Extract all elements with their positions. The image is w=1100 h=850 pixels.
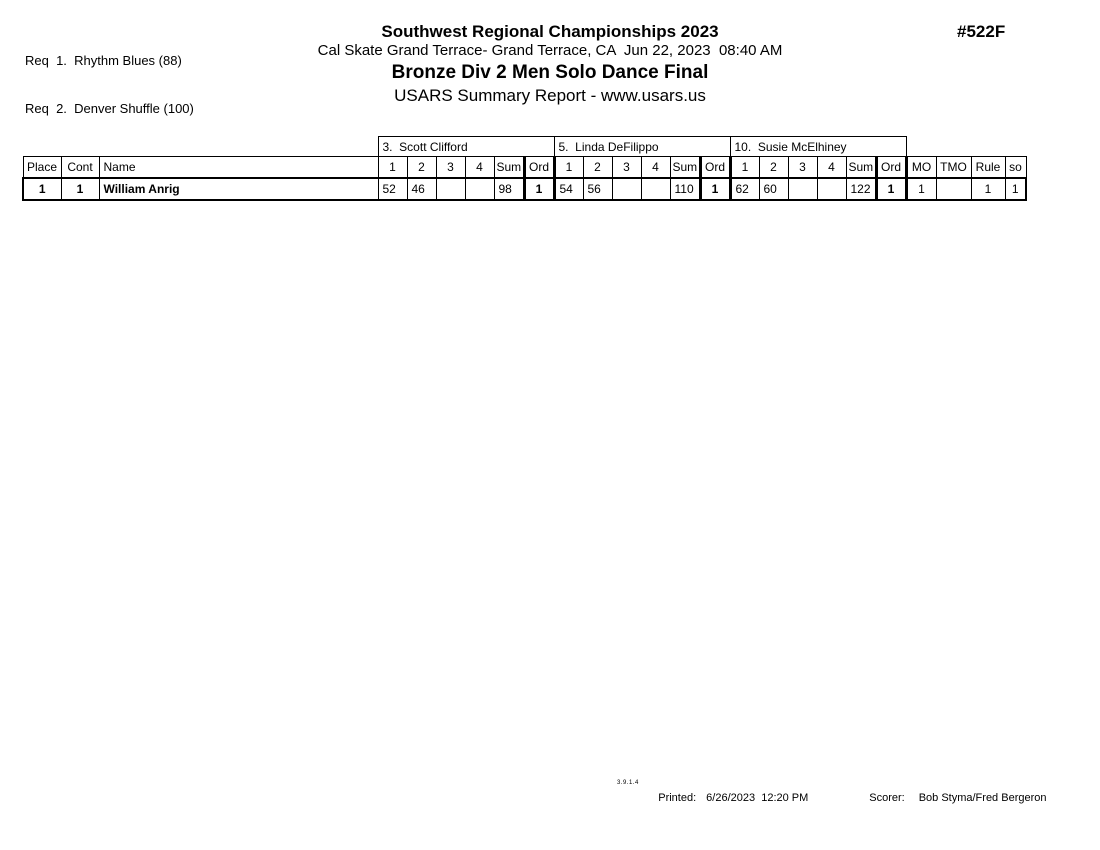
j2-col-trial2: 2 <box>582 156 613 179</box>
table-row: 1 1 William Anrig 52 46 98 1 54 56 110 1… <box>22 177 1027 201</box>
row-j2-trial2: 56 <box>582 177 613 201</box>
j2-col-sum: Sum <box>669 156 701 179</box>
row-j3-trial1: 62 <box>729 177 760 201</box>
j3-col-trial1: 1 <box>729 156 760 179</box>
row-j2-trial4 <box>640 177 671 201</box>
row-rule: 1 <box>970 177 1006 201</box>
row-j2-ord: 1 <box>698 177 732 201</box>
judge-2-name: 5. Linda DeFilippo <box>553 136 731 157</box>
col-rule: Rule <box>970 156 1006 179</box>
report-title: USARS Summary Report - www.usars.us <box>394 86 706 105</box>
scorer-label: Scorer: <box>869 792 905 804</box>
j3-col-sum: Sum <box>845 156 877 179</box>
row-j1-sum: 98 <box>493 177 525 201</box>
row-tmo <box>935 177 972 201</box>
printed-value: 6/26/2023 12:20 PM <box>706 792 809 804</box>
row-mo: 1 <box>905 177 937 201</box>
scorer-value: Bob Styma/Fred Bergeron <box>918 792 1047 804</box>
row-j3-sum: 122 <box>845 177 877 201</box>
row-j2-sum: 110 <box>669 177 701 201</box>
col-so: so <box>1004 156 1027 179</box>
scorer-line: Scorer: Bob Styma/Fred Bergeron <box>857 780 1047 816</box>
col-tmo: TMO <box>935 156 972 179</box>
printed-line: Printed: 6/26/2023 12:20 PM <box>646 780 808 816</box>
j1-col-trial3: 3 <box>435 156 466 179</box>
col-name: Name <box>98 156 379 179</box>
j2-col-trial1: 1 <box>553 156 584 179</box>
judge-row-spacer-right <box>906 137 1026 157</box>
req-line-1: Req 1. Rhythm Blues (88) <box>25 53 182 68</box>
j2-col-trial4: 4 <box>640 156 671 179</box>
row-j1-trial4 <box>464 177 495 201</box>
j2-col-trial3: 3 <box>611 156 642 179</box>
j3-col-trial2: 2 <box>758 156 789 179</box>
column-header-row: Place Cont Name 1 2 3 4 Sum Ord 1 2 3 4 … <box>22 156 1027 179</box>
judge-name-row: 3. Scott Clifford 5. Linda DeFilippo 10.… <box>23 136 1026 157</box>
j3-col-trial3: 3 <box>787 156 818 179</box>
row-j1-ord: 1 <box>522 177 556 201</box>
row-place: 1 <box>22 177 62 201</box>
row-j2-trial1: 54 <box>553 177 584 201</box>
row-j3-ord: 1 <box>874 177 908 201</box>
venue-date-line: Cal Skate Grand Terrace- Grand Terrace, … <box>317 42 783 59</box>
j1-col-ord: Ord <box>522 156 556 179</box>
judge-row-spacer-left <box>23 137 378 157</box>
row-j3-trial4 <box>816 177 847 201</box>
judge-1-name: 3. Scott Clifford <box>377 136 555 157</box>
row-j1-trial2: 46 <box>406 177 437 201</box>
row-j1-trial3 <box>435 177 466 201</box>
j1-col-trial1: 1 <box>377 156 408 179</box>
summary-table: 3. Scott Clifford 5. Linda DeFilippo 10.… <box>22 136 1027 201</box>
j2-col-ord: Ord <box>698 156 732 179</box>
required-dances: Req 1. Rhythm Blues (88) Req 2. Denver S… <box>25 21 194 149</box>
row-j2-trial3 <box>611 177 642 201</box>
j1-col-trial2: 2 <box>406 156 437 179</box>
championship-title: Southwest Regional Championships 2023 <box>381 22 719 41</box>
row-j1-trial1: 52 <box>377 177 408 201</box>
event-title: Bronze Div 2 Men Solo Dance Final <box>391 62 709 83</box>
row-j3-trial2: 60 <box>758 177 789 201</box>
req-line-2: Req 2. Denver Shuffle (100) <box>25 101 194 116</box>
row-skater-name: William Anrig <box>98 177 379 201</box>
col-place: Place <box>22 156 62 179</box>
printed-label: Printed: <box>658 792 697 804</box>
row-cont: 1 <box>60 177 100 201</box>
row-so: 1 <box>1004 177 1027 201</box>
row-j3-trial3 <box>787 177 818 201</box>
j1-col-trial4: 4 <box>464 156 495 179</box>
j1-col-sum: Sum <box>493 156 525 179</box>
j3-col-ord: Ord <box>874 156 908 179</box>
j3-col-trial4: 4 <box>816 156 847 179</box>
software-version: 3.9.1.4 <box>617 780 639 786</box>
col-mo: MO <box>905 156 937 179</box>
judge-3-name: 10. Susie McElhiney <box>729 136 907 157</box>
event-number: #522F <box>957 22 1006 41</box>
col-cont: Cont <box>60 156 100 179</box>
